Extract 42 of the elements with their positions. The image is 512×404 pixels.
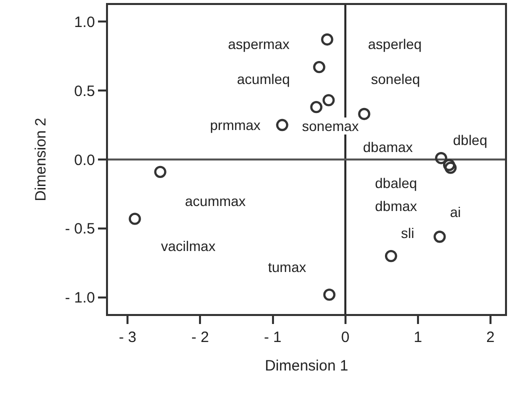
annotation: dbmax (375, 198, 418, 214)
x-tick-label: 0 (341, 329, 350, 346)
annotation: prmmax (210, 117, 261, 133)
y-axis-title: Dimension 2 (32, 118, 50, 202)
annotation: dbaleq (375, 175, 418, 191)
point (358, 108, 370, 120)
x-tick-label: - 2 (191, 329, 209, 346)
annotation: tumax (268, 259, 306, 275)
point (443, 158, 456, 172)
x-tick-label: - 3 (118, 329, 136, 346)
annotation: ai (450, 204, 461, 220)
y-tick-label: 1.0 (74, 14, 95, 31)
point (435, 152, 448, 164)
point (276, 118, 288, 132)
annotation: sonemax (302, 118, 359, 134)
x-tick-label: 2 (486, 329, 495, 346)
annotation: sli (401, 225, 414, 241)
y-tick-label: - 0.5 (64, 220, 95, 238)
point (154, 166, 166, 178)
y-tick-label: 0.5 (74, 82, 95, 100)
annotation: dbleq (453, 132, 488, 148)
y-tick-label: - 1.0 (64, 290, 95, 307)
annotation: acumleq (237, 71, 290, 87)
y-tick-label: 0.0 (74, 152, 95, 169)
annotation: acummax (185, 193, 246, 209)
x-tick-label: 1 (414, 329, 422, 346)
annotation: vacilmax (161, 238, 216, 254)
annotation: asperleq (368, 36, 422, 52)
point (434, 230, 446, 243)
annotation: aspermax (228, 36, 290, 52)
point (444, 162, 457, 174)
point (310, 100, 322, 114)
annotation: soneleq (371, 71, 420, 87)
x-axis-title: Dimension 1 (264, 358, 348, 374)
point (321, 33, 334, 46)
x-tick-label: - 1 (264, 329, 282, 346)
point (322, 94, 335, 106)
annotation: dbamax (363, 139, 413, 155)
point (128, 212, 141, 225)
point (313, 60, 326, 74)
point (323, 288, 336, 301)
point (384, 250, 398, 262)
